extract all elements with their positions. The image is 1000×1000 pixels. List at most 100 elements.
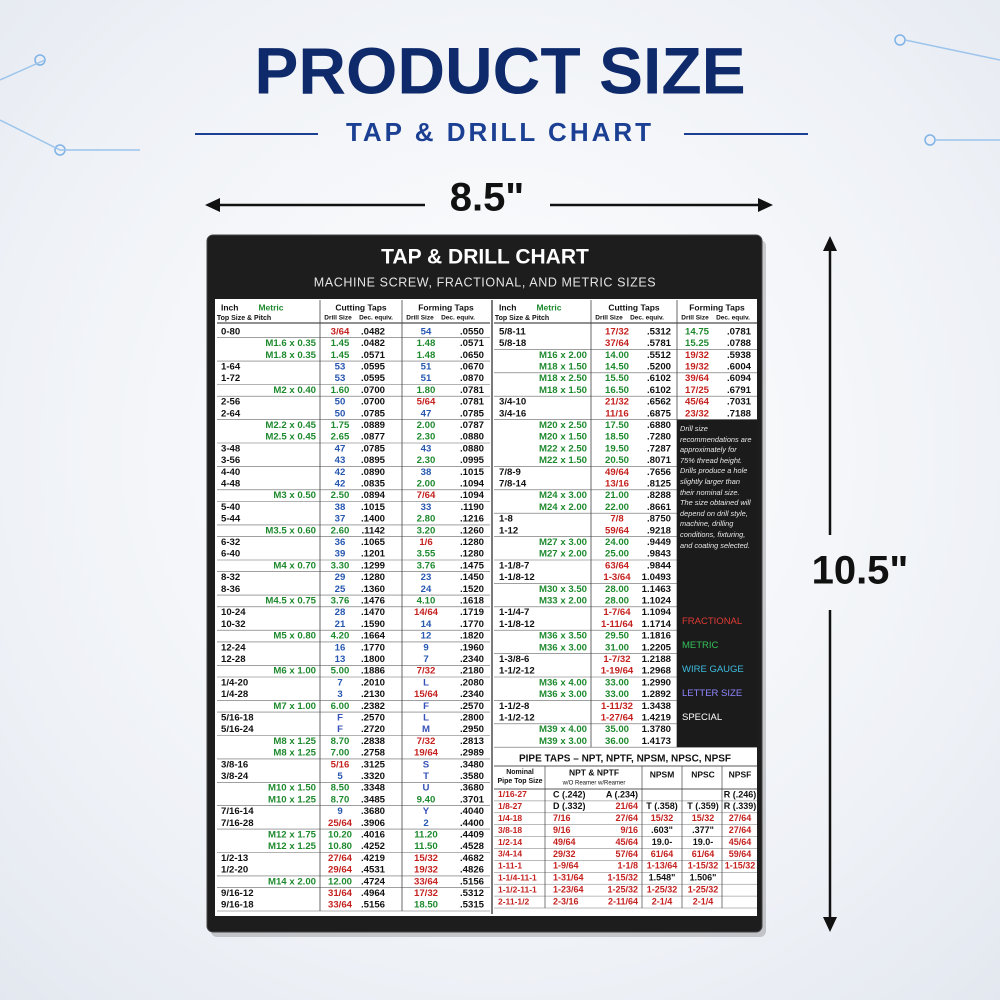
drill-size: 11.20: [414, 829, 437, 840]
drill-size: 14.75: [685, 326, 710, 337]
drill-size: 9.40: [417, 794, 436, 805]
pipe-drill: 61/64: [651, 849, 674, 859]
decimal: .4531: [361, 865, 386, 876]
decimal: 1.2892: [642, 689, 671, 700]
pipe-drill: 1-15/32: [725, 861, 756, 871]
drill-size: 47: [335, 443, 346, 454]
drill-size: 1-7/64: [603, 607, 631, 618]
drill-size: 1.48: [417, 350, 436, 361]
decimal: 1.1463: [642, 584, 671, 595]
inch-size: 5/16-18: [221, 712, 254, 723]
inch-size: 0-80: [221, 326, 240, 337]
decimal: .0785: [460, 408, 485, 419]
pipe-drill: 1-31/64: [553, 873, 584, 883]
inch-size: 6-40: [221, 549, 240, 560]
column-header: Forming Taps: [689, 302, 745, 312]
drill-size: 13: [335, 654, 346, 665]
decimal: .2570: [361, 712, 385, 723]
metric-size: M4 x 0.70: [273, 560, 316, 571]
drill-size: 3: [337, 689, 342, 700]
decoration: [894, 34, 906, 46]
metric-size: M7 x 1.00: [273, 701, 316, 712]
drill-size: 2.65: [331, 432, 350, 443]
drill-size: 29: [335, 572, 346, 583]
drill-size: 29/64: [328, 865, 353, 876]
drill-size: 9: [423, 642, 428, 653]
drill-size: 23: [421, 572, 432, 583]
drill-size: 51: [421, 361, 432, 372]
decimal: .1400: [361, 514, 385, 525]
drill-size: 33: [421, 502, 432, 513]
drill-size: 1-11/32: [601, 701, 633, 712]
metric-size: M20 x 1.50: [539, 432, 587, 443]
pipe-drill: 27/64: [729, 825, 752, 835]
inch-size: 10-24: [221, 607, 246, 618]
inch-size: 7/8-9: [499, 467, 521, 478]
decimal: 1.2205: [642, 642, 672, 653]
drill-size: 1.80: [417, 385, 436, 396]
drill-size: 19/32: [685, 361, 709, 372]
decimal: .0781: [460, 397, 485, 408]
column-header: Dec. equiv.: [359, 315, 393, 322]
drill-size: 45/64: [685, 397, 710, 408]
drill-size: 21/32: [605, 397, 629, 408]
drill-size: 14.50: [605, 361, 629, 372]
drill-size: 28.00: [605, 595, 629, 606]
note-box: [677, 419, 757, 748]
drill-size: 3/64: [331, 326, 350, 337]
decimal: .7280: [647, 432, 671, 443]
drill-size: 38: [421, 467, 432, 478]
drill-size: 16: [335, 642, 346, 653]
drill-size: 33.00: [605, 689, 629, 700]
drill-size: 51: [421, 373, 432, 384]
metric-size: M30 x 3.50: [539, 584, 587, 595]
drill-size: U: [423, 783, 430, 794]
decimal: .6791: [727, 385, 752, 396]
column-header: Drill Size: [324, 315, 352, 322]
drill-size: 25.00: [605, 549, 629, 560]
metric-size: M36 x 3.00: [539, 642, 587, 653]
drill-size: 53: [335, 361, 346, 372]
drill-size: 15/64: [414, 689, 439, 700]
drill-size: T: [423, 771, 429, 782]
pipe-drill: 61/64: [692, 849, 715, 859]
inch-size: 9/16-18: [221, 900, 254, 911]
drill-size: 17/32: [414, 888, 438, 899]
pipe-drill: 19.0-: [652, 837, 673, 847]
drill-size: 13/16: [605, 478, 629, 489]
decimal: .0890: [361, 467, 385, 478]
decimal: .2989: [460, 748, 484, 759]
pipe-size: 1-11-1: [498, 861, 522, 871]
decimal: .2813: [460, 736, 484, 747]
decimal: .4964: [361, 888, 386, 899]
drill-size: F: [337, 724, 343, 735]
metric-size: M16 x 2.00: [539, 350, 587, 361]
drill-size: 43: [421, 443, 432, 454]
decimal: .5200: [647, 361, 671, 372]
decimal: .1450: [460, 572, 484, 583]
legend: FRACTIONAL METRIC WIRE GAUGE LETTER SIZE SPE…: [682, 610, 756, 730]
decimal: 1.0493: [642, 572, 671, 583]
drill-size: 17/32: [605, 326, 629, 337]
decimal: .4682: [460, 853, 484, 864]
column-header: Inch: [499, 302, 516, 312]
inch-size: 1-3/8-6: [499, 654, 529, 665]
drill-size: 53: [335, 373, 346, 384]
column-header: Cutting Taps: [335, 302, 387, 312]
decimal: .3580: [460, 771, 484, 782]
decimal: .8288: [647, 490, 672, 501]
drill-size: 14.00: [605, 350, 629, 361]
decimal: .4016: [361, 829, 385, 840]
decimal: .7188: [727, 408, 752, 419]
drill-size: 19/32: [685, 350, 709, 361]
legend-item: SPECIAL: [682, 712, 723, 723]
inch-size: 4-40: [221, 467, 240, 478]
drill-size: 31.00: [605, 642, 629, 653]
drill-size: 19/64: [414, 748, 439, 759]
drill-size: 12: [421, 631, 432, 642]
decimal: .1820: [460, 631, 484, 642]
poster-subtitle: MACHINE SCREW, FRACTIONAL, AND METRIC SI…: [314, 275, 657, 289]
inch-size: 1-72: [221, 373, 240, 384]
decimal: .2130: [361, 689, 385, 700]
